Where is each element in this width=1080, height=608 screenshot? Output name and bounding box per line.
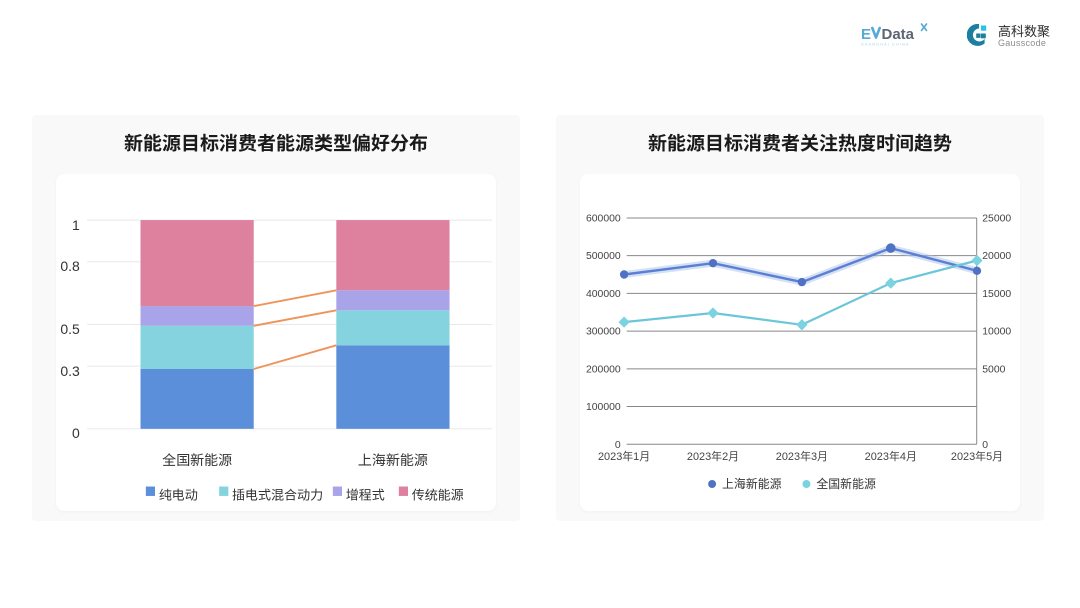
svg-text:2023年1月: 2023年1月 xyxy=(598,449,650,463)
svg-text:2023年3月: 2023年3月 xyxy=(776,449,828,463)
svg-text:25000: 25000 xyxy=(982,213,1011,224)
svg-text:400000: 400000 xyxy=(586,289,621,300)
svg-text:100000: 100000 xyxy=(586,402,621,413)
svg-text:5000: 5000 xyxy=(982,364,1005,375)
svg-text:600000: 600000 xyxy=(586,213,621,224)
svg-text:Data: Data xyxy=(882,26,915,43)
svg-text:上海新能源: 上海新能源 xyxy=(722,476,782,491)
svg-text:0: 0 xyxy=(982,440,988,451)
svg-text:500000: 500000 xyxy=(586,251,621,262)
svg-text:200000: 200000 xyxy=(586,364,621,375)
svg-text:Gausscode: Gausscode xyxy=(998,38,1046,48)
svg-text:SHANGHAI CHINA: SHANGHAI CHINA xyxy=(861,41,909,46)
svg-text:2023年2月: 2023年2月 xyxy=(687,449,739,463)
svg-text:高科数聚: 高科数聚 xyxy=(998,24,1050,39)
svg-text:全国新能源: 全国新能源 xyxy=(816,476,876,491)
svg-text:300000: 300000 xyxy=(586,327,621,338)
svg-text:10000: 10000 xyxy=(982,327,1011,338)
svg-text:2023年4月: 2023年4月 xyxy=(865,449,917,463)
svg-text:15000: 15000 xyxy=(982,289,1011,300)
svg-text:20000: 20000 xyxy=(982,251,1011,262)
svg-text:0: 0 xyxy=(615,440,621,451)
svg-text:2023年5月: 2023年5月 xyxy=(951,449,1003,463)
svg-text:E: E xyxy=(861,26,871,43)
